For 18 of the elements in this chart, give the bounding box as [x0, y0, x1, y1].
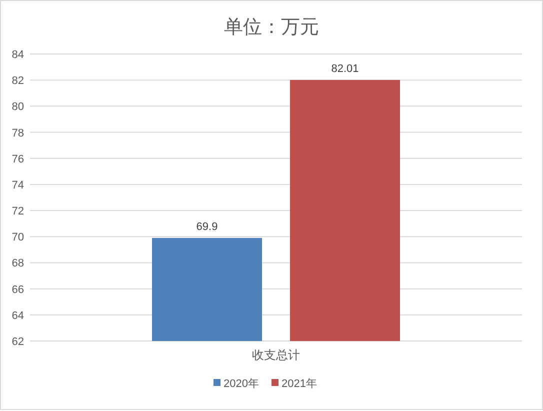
chart-title: 单位：万元 — [224, 17, 319, 38]
y-tick-label: 82 — [12, 75, 24, 88]
y-tick-label: 66 — [12, 284, 24, 296]
y-tick-label: 76 — [12, 153, 24, 166]
y-tick-label: 72 — [12, 206, 24, 218]
y-tick-label: 84 — [12, 49, 24, 61]
data-label: 82.01 — [331, 62, 359, 75]
legend-label: 2020年 — [224, 378, 259, 390]
y-tick-label: 68 — [12, 258, 24, 270]
legend-label: 2021年 — [282, 378, 317, 390]
y-tick-label: 62 — [12, 336, 24, 348]
y-tick-label: 74 — [12, 179, 24, 192]
y-tick-label: 78 — [12, 127, 24, 140]
y-tick-label: 80 — [12, 101, 24, 114]
data-label: 69.9 — [196, 220, 218, 233]
y-tick-label: 64 — [12, 310, 24, 322]
x-tick-label: 收支总计 — [252, 348, 300, 362]
y-tick-label: 70 — [12, 232, 24, 244]
